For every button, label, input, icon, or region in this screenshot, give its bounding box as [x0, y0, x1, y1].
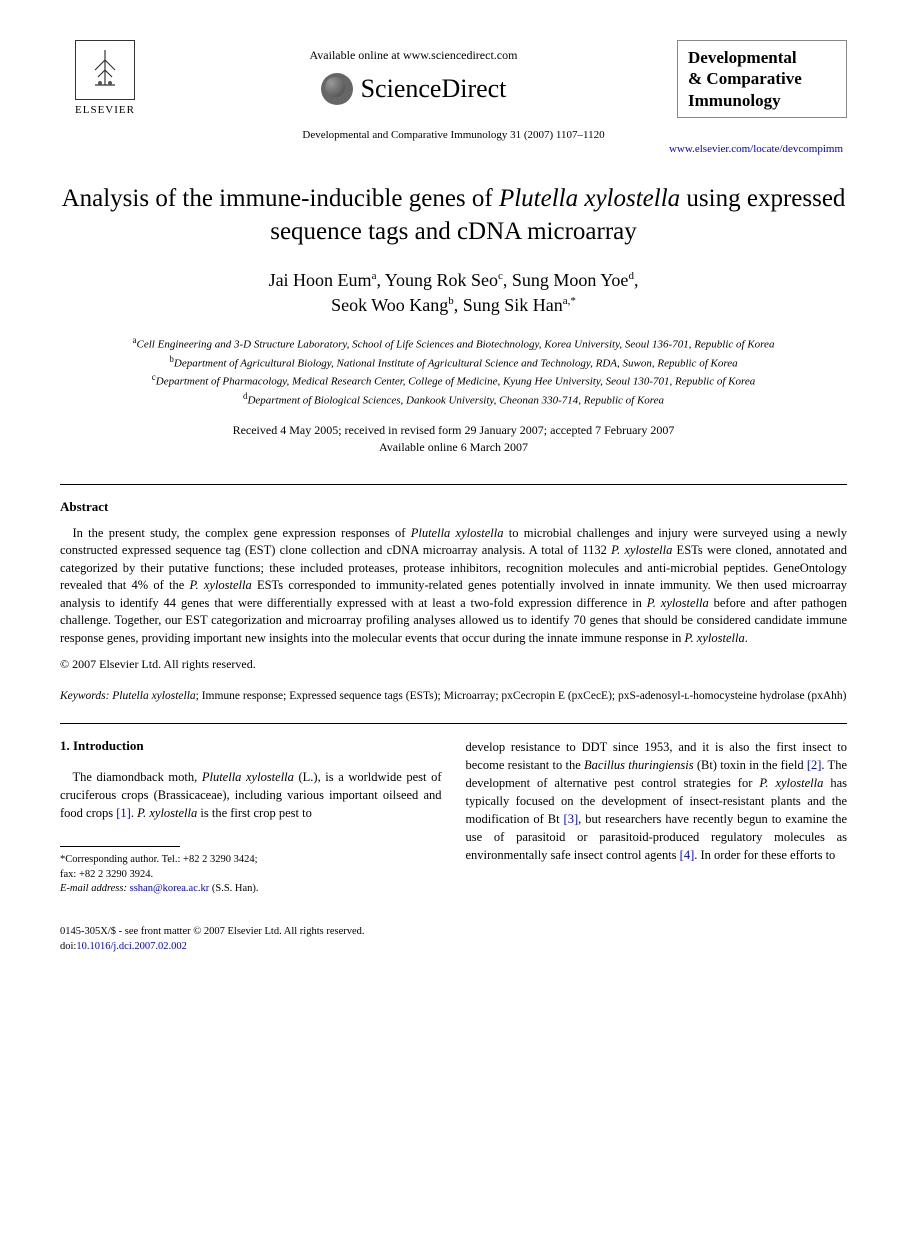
- author: Sung Sik Hana,*: [463, 295, 576, 315]
- left-column: 1. Introduction The diamondback moth, Pl…: [60, 738, 442, 897]
- journal-url[interactable]: www.elsevier.com/locate/devcompimm: [60, 143, 847, 155]
- author-list: Jai Hoon Euma, Young Rok Seoc, Sung Moon…: [60, 268, 847, 318]
- affiliation: dDepartment of Biological Sciences, Dank…: [60, 390, 847, 409]
- available-online-text: Available online at www.sciencedirect.co…: [150, 48, 677, 63]
- copyright-text: © 2007 Elsevier Ltd. All rights reserved…: [60, 657, 847, 672]
- footnote-divider: [60, 846, 180, 847]
- publisher-logo: ELSEVIER: [60, 40, 150, 116]
- journal-title-box: Developmental & Comparative Immunology: [677, 40, 847, 118]
- sciencedirect-text: ScienceDirect: [361, 74, 507, 104]
- elsevier-logo: ELSEVIER: [60, 40, 150, 116]
- doi-link[interactable]: 10.1016/j.dci.2007.02.002: [76, 941, 187, 952]
- citation-text: Developmental and Comparative Immunology…: [60, 129, 847, 141]
- front-matter-text: 0145-305X/$ - see front matter © 2007 El…: [60, 925, 847, 940]
- divider: [60, 484, 847, 485]
- author: Jai Hoon Euma: [269, 270, 377, 290]
- email-link[interactable]: sshan@korea.ac.kr: [130, 883, 210, 894]
- corresponding-footnote: *Corresponding author. Tel.: +82 2 3290 …: [60, 853, 442, 897]
- body-columns: 1. Introduction The diamondback moth, Pl…: [60, 738, 847, 897]
- journal-name: Developmental & Comparative Immunology: [688, 47, 836, 111]
- author: Sung Moon Yoed: [512, 270, 634, 290]
- intro-heading: 1. Introduction: [60, 738, 442, 754]
- article-title: Analysis of the immune-inducible genes o…: [60, 183, 847, 248]
- header-center: Available online at www.sciencedirect.co…: [150, 40, 677, 121]
- ref-link[interactable]: [3]: [564, 812, 579, 826]
- affiliations: aCell Engineering and 3-D Structure Labo…: [60, 334, 847, 408]
- intro-right-text: develop resistance to DDT since 1953, an…: [466, 738, 848, 865]
- page-header: ELSEVIER Available online at www.science…: [60, 40, 847, 121]
- abstract-body: In the present study, the complex gene e…: [60, 525, 847, 648]
- ref-link[interactable]: [4]: [680, 848, 695, 862]
- ref-link[interactable]: [1]: [116, 806, 131, 820]
- sciencedirect-brand: ScienceDirect: [150, 73, 677, 105]
- right-column: develop resistance to DDT since 1953, an…: [466, 738, 848, 897]
- affiliation: cDepartment of Pharmacology, Medical Res…: [60, 371, 847, 390]
- elsevier-text: ELSEVIER: [75, 104, 135, 116]
- sciencedirect-icon: [321, 73, 353, 105]
- author: Seok Woo Kangb: [331, 295, 454, 315]
- front-matter-block: 0145-305X/$ - see front matter © 2007 El…: [60, 925, 847, 954]
- author: Young Rok Seoc: [385, 270, 503, 290]
- elsevier-tree-icon: [75, 40, 135, 100]
- abstract-heading: Abstract: [60, 499, 847, 515]
- keywords-block: Keywords: Plutella xylostella; Immune re…: [60, 688, 847, 704]
- divider: [60, 723, 847, 724]
- publication-dates: Received 4 May 2005; received in revised…: [60, 422, 847, 456]
- affiliation: aCell Engineering and 3-D Structure Labo…: [60, 334, 847, 353]
- intro-left-text: The diamondback moth, Plutella xylostell…: [60, 768, 442, 822]
- ref-link[interactable]: [2]: [807, 758, 822, 772]
- affiliation: bDepartment of Agricultural Biology, Nat…: [60, 353, 847, 372]
